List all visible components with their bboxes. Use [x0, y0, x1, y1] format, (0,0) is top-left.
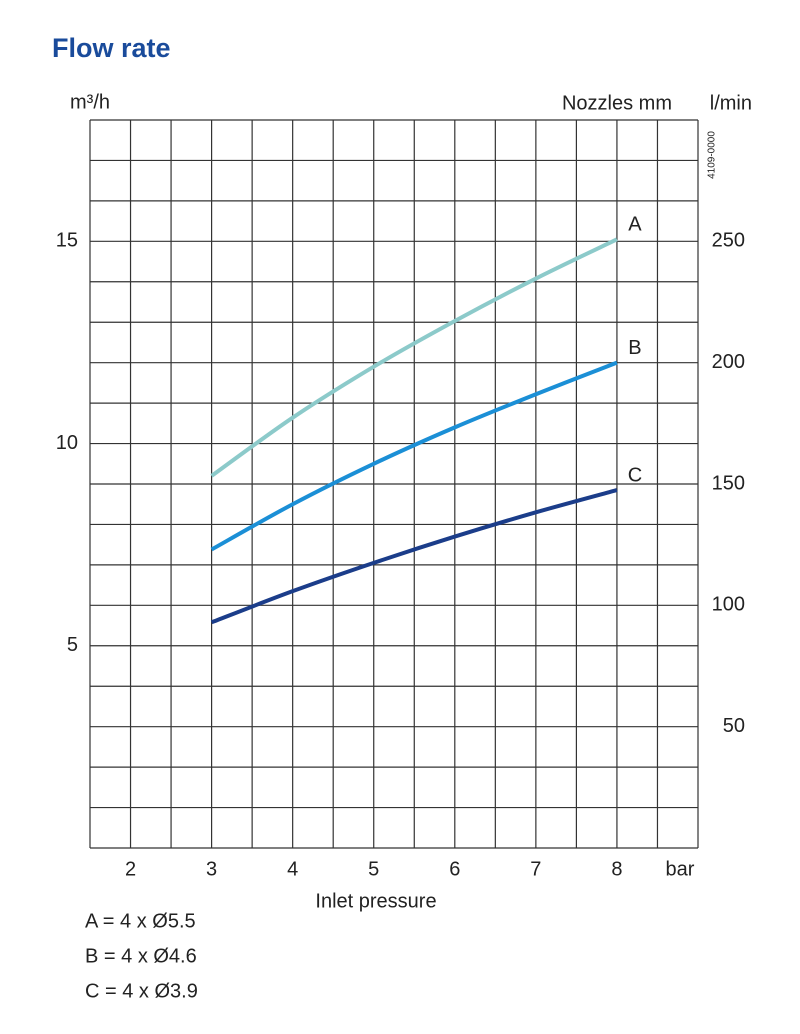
y2-axis-label: l/min — [710, 92, 752, 114]
y2-tick-label: 150 — [712, 472, 745, 494]
x-tick-label: 2 — [125, 858, 136, 880]
legend-entry: B = 4 x Ø4.6 — [85, 945, 197, 967]
chart-title: Flow rate — [52, 33, 171, 63]
y2-tick-label: 50 — [723, 715, 745, 737]
series-line — [210, 237, 618, 478]
x-unit: bar — [666, 858, 695, 880]
y2-tick-label: 200 — [712, 351, 745, 373]
series-line — [210, 488, 618, 625]
x-axis-label: Inlet pressure — [315, 890, 436, 912]
legend-entry: A = 4 x Ø5.5 — [85, 910, 196, 932]
x-tick-label: 8 — [611, 858, 622, 880]
legend-entry: C = 4 x Ø3.9 — [85, 980, 198, 1002]
x-tick-label: 3 — [206, 858, 217, 880]
x-tick-label: 5 — [368, 858, 379, 880]
series-label: A — [628, 214, 642, 236]
y2-tick-label: 100 — [712, 594, 745, 616]
code-label: 4109-0000 — [707, 131, 718, 179]
y2-tick-label: 250 — [712, 230, 745, 252]
legend-title: Nozzles mm — [562, 92, 672, 114]
y-tick-label: 5 — [67, 634, 78, 656]
x-tick-label: 6 — [449, 858, 460, 880]
y-tick-label: 15 — [56, 230, 78, 252]
x-tick-label: 4 — [287, 858, 298, 880]
y-tick-label: 10 — [56, 432, 78, 454]
x-tick-label: 7 — [530, 858, 541, 880]
y-axis-label: m³/h — [70, 91, 110, 113]
series-label: C — [628, 464, 642, 486]
series-line — [210, 360, 618, 552]
series-label: B — [628, 337, 641, 359]
